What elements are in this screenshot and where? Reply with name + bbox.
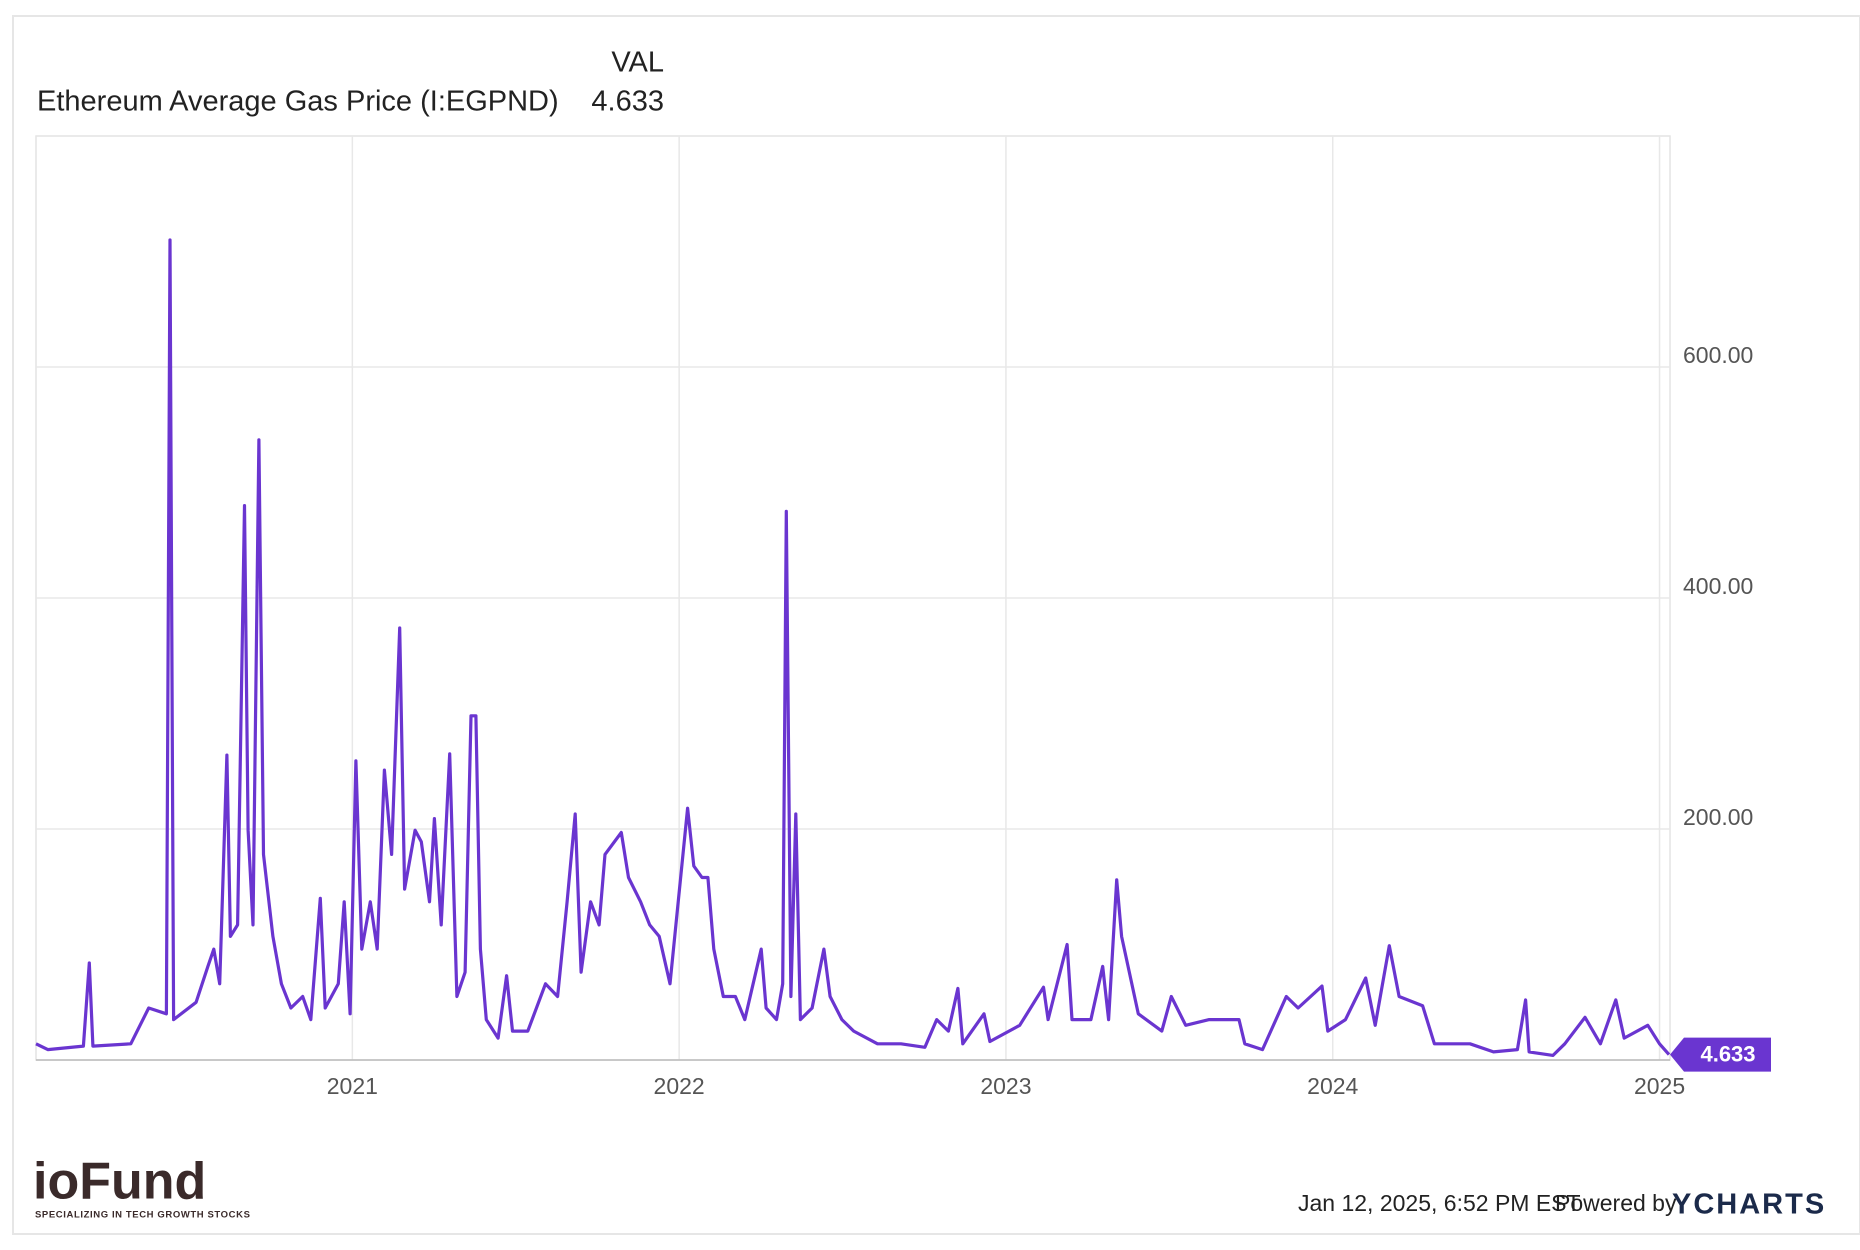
footer-powered-by: Powered by [1555,1190,1677,1216]
logo-name: ioFund [33,1153,206,1211]
y-tick-label: 200.00 [1683,804,1753,830]
logo-tagline: SPECIALIZING IN TECH GROWTH STOCKS [35,1210,251,1221]
x-tick-label: 2021 [327,1073,378,1099]
x-tick-label: 2025 [1634,1073,1685,1099]
footer-timestamp: Jan 12, 2025, 6:52 PM EST [1298,1190,1581,1216]
last-value-badge [1670,1037,1771,1072]
x-tick-label: 2022 [654,1073,705,1099]
series-line [35,238,1671,1057]
legend-series-name: Ethereum Average Gas Price (I:EGPND) [37,86,559,118]
footer-brand: YCHARTS [1672,1189,1826,1221]
y-tick-label: 600.00 [1683,342,1753,368]
frame [12,15,1860,1235]
last-value-label: 4.633 [1700,1041,1755,1066]
x-tick-label: 2024 [1307,1073,1358,1099]
legend-header: VAL [611,47,664,79]
x-tick-label: 2023 [980,1073,1031,1099]
y-tick-label: 400.00 [1683,573,1753,599]
legend-value: 4.633 [591,86,664,118]
